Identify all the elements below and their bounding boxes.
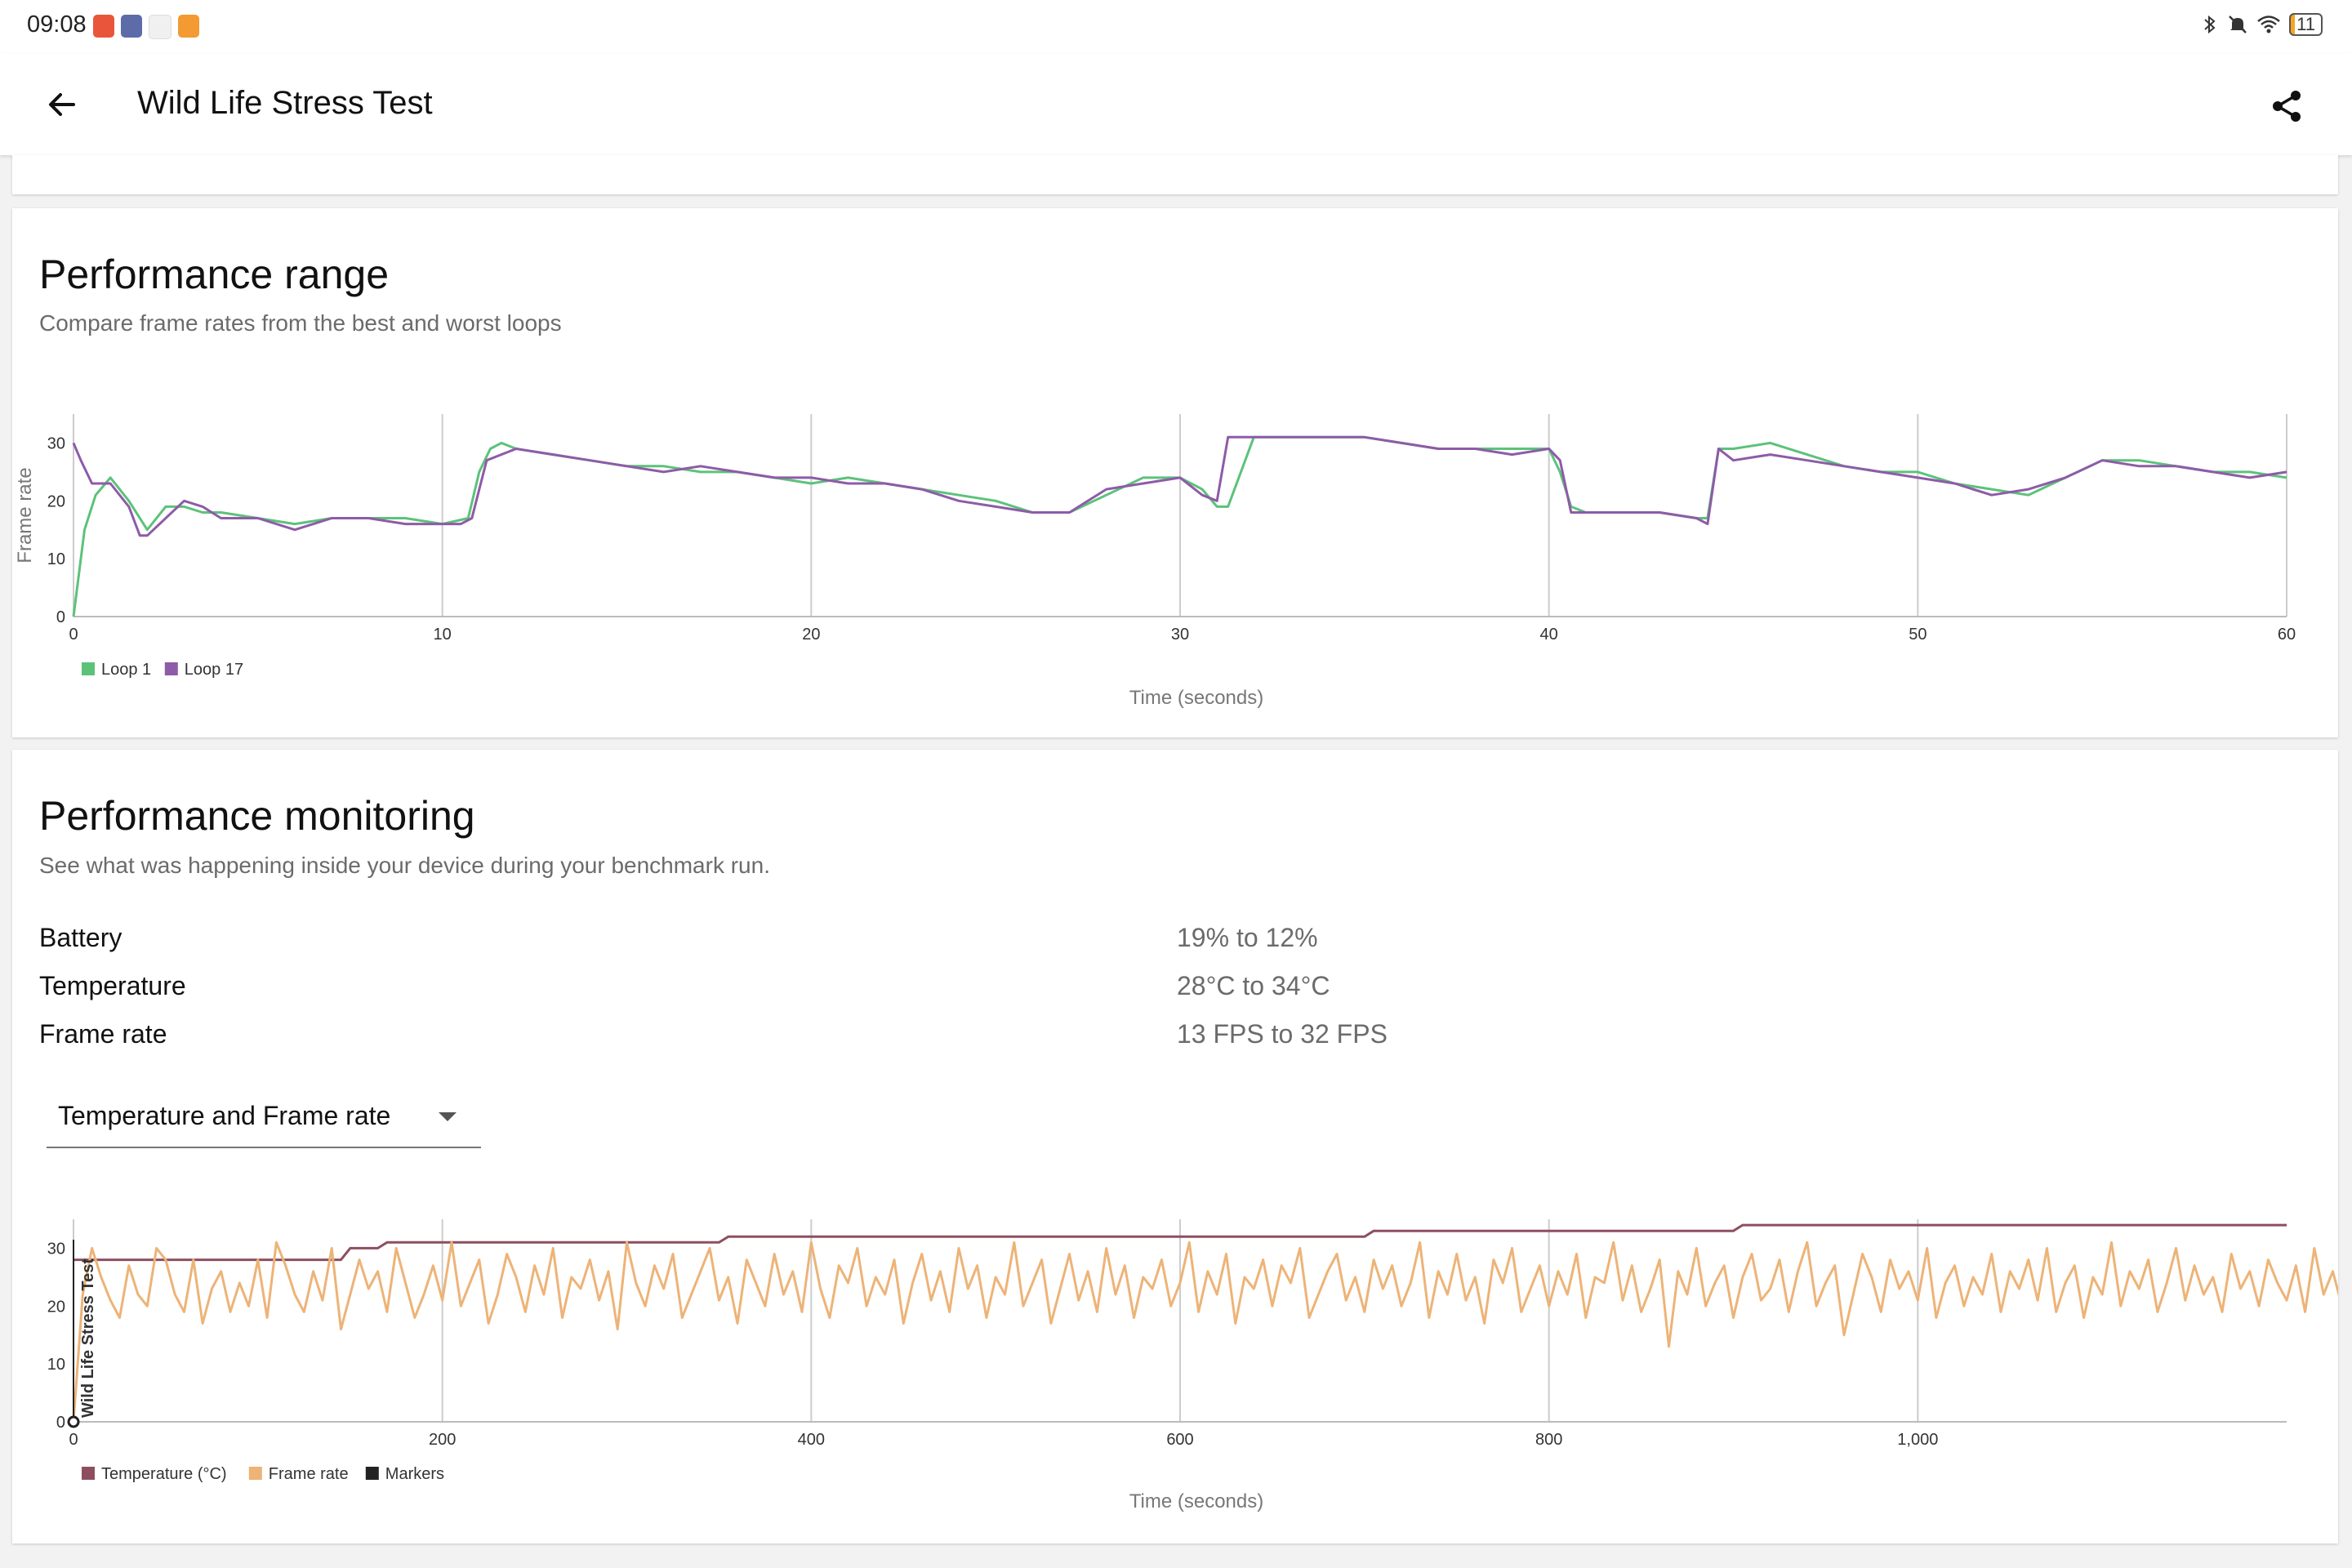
mute-icon (2229, 16, 2247, 33)
notification-settings-icon (121, 15, 142, 38)
x-tick-label: 400 (798, 1431, 825, 1449)
battery-indicator: 11 (2289, 13, 2323, 36)
system-status: 11 (2201, 13, 2323, 36)
notification-icons (93, 15, 199, 39)
notification-edit-icon (178, 15, 199, 38)
legend-label: Loop 17 (185, 661, 243, 679)
legend-swatch (248, 1467, 262, 1480)
performance-monitoring-title: Performance monitoring (39, 793, 475, 839)
legend-label: Loop 1 (101, 661, 151, 679)
series-line-temperature-c (74, 1223, 2287, 1262)
app-bar: Wild Life Stress Test (0, 54, 2352, 155)
notification-doc-icon (149, 15, 172, 39)
y-tick-label: 30 (47, 1240, 65, 1258)
y-tick-label: 0 (56, 1414, 65, 1432)
series-line-loop-17 (72, 435, 2287, 537)
x-tick-label: 30 (1171, 626, 1189, 644)
x-tick-label: 40 (1540, 626, 1558, 644)
y-tick-label: 30 (47, 434, 65, 452)
stat-value-frame-rate: 13 FPS to 32 FPS (1177, 1019, 1388, 1049)
x-axis-title: Time (seconds) (1129, 1490, 1263, 1512)
y-tick-label: 10 (47, 550, 65, 568)
stat-label-battery: Battery (39, 923, 122, 952)
performance-monitoring-subtitle: See what was happening inside your devic… (39, 853, 770, 878)
performance-monitoring-chart: 0 200 400 600 800 1,000 0 10 20 30 Time (seconds) T… (47, 1219, 2338, 1512)
legend-label: Temperature (°C) (101, 1465, 227, 1483)
x-tick-label: 800 (1535, 1431, 1562, 1449)
x-tick-label: 1,000 (1897, 1431, 1938, 1449)
legend-label: Markers (385, 1465, 444, 1483)
legend-swatch (82, 1467, 95, 1480)
marker-dot (67, 1415, 80, 1428)
share-button[interactable] (2264, 83, 2310, 129)
status-bar: 09:08 11 (0, 0, 2352, 54)
legend-swatch (164, 662, 178, 675)
x-tick-label: 0 (69, 1431, 78, 1449)
performance-range-card: Performance range Compare frame rates fr… (12, 208, 2338, 737)
x-tick-label: 0 (69, 626, 78, 644)
x-tick-label: 10 (434, 626, 452, 644)
legend-swatch (82, 662, 95, 675)
legend-label: Frame rate (269, 1465, 349, 1483)
y-tick-label: 10 (47, 1356, 65, 1374)
previous-card (12, 155, 2338, 194)
x-axis-title: Time (seconds) (1129, 687, 1263, 709)
y-tick-label: 0 (56, 608, 65, 626)
series-line-frame-rate (72, 1241, 2338, 1423)
x-tick-label: 60 (2278, 626, 2296, 644)
page-title: Wild Life Stress Test (137, 85, 433, 121)
x-tick-label: 600 (1166, 1431, 1193, 1449)
performance-range-title: Performance range (39, 252, 390, 297)
wifi-icon (2257, 16, 2280, 33)
status-time: 09:08 (27, 11, 87, 38)
stat-label-temperature: Temperature (39, 971, 186, 1000)
performance-monitoring-card: Performance monitoring See what was happ… (12, 750, 2338, 1544)
performance-range-subtitle: Compare frame rates from the best and wo… (39, 310, 562, 336)
y-tick-label: 20 (47, 492, 65, 510)
performance-range-chart: 0 10 20 30 40 50 60 0 10 20 30 Frame rate Time (seco… (14, 414, 2296, 709)
stat-value-battery: 19% to 12% (1177, 923, 1318, 952)
back-button[interactable] (39, 82, 85, 127)
arrow-back-icon (49, 93, 75, 116)
stat-value-temperature: 28°C to 34°C (1177, 971, 1330, 1000)
bluetooth-icon (2204, 15, 2216, 34)
dropdown-selected-value: Temperature and Frame rate (58, 1101, 391, 1130)
notification-app-icon (93, 15, 114, 38)
dropdown-arrow-icon (439, 1112, 457, 1121)
y-axis-title: Frame rate (14, 467, 36, 563)
share-icon (2273, 91, 2301, 122)
legend-swatch (365, 1467, 379, 1480)
marker-label: Wild Life Stress Test (79, 1258, 97, 1418)
x-tick-label: 20 (802, 626, 820, 644)
x-tick-label: 50 (1909, 626, 1927, 644)
chart-metric-dropdown[interactable]: Temperature and Frame rate (47, 1085, 481, 1148)
stat-label-frame-rate: Frame rate (39, 1019, 167, 1049)
x-tick-label: 200 (429, 1431, 456, 1449)
y-tick-label: 20 (47, 1298, 65, 1316)
